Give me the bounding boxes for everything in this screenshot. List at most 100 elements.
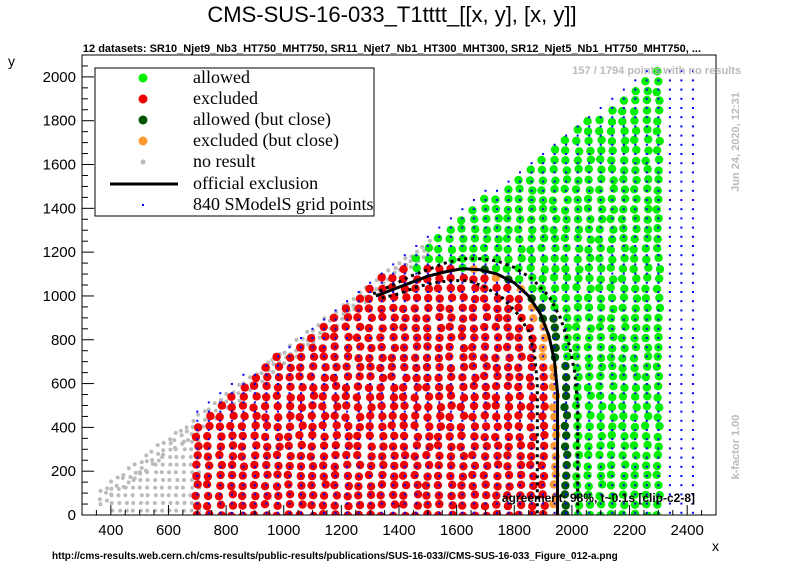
x-tick-label: 2400 — [670, 522, 703, 539]
grid-point — [519, 475, 521, 477]
grid-point — [553, 456, 556, 459]
excluded-point — [515, 433, 524, 442]
excluded-point — [424, 303, 433, 313]
excluded-point — [505, 332, 514, 341]
allowed-point — [583, 293, 593, 303]
grid-point — [449, 318, 452, 321]
grid-point — [323, 364, 326, 367]
excluded-point — [412, 373, 421, 383]
grid-point — [219, 502, 222, 505]
excluded-point — [468, 352, 477, 361]
grid-point — [507, 355, 510, 358]
excluded-point — [273, 423, 282, 432]
allowed-point — [653, 393, 662, 402]
no-result-point — [316, 323, 321, 328]
allowed-point — [630, 313, 640, 323]
grid-point — [668, 475, 671, 477]
grid-point — [542, 208, 545, 211]
grid-point — [484, 429, 487, 431]
allowed-point — [550, 185, 559, 194]
allowed-point — [491, 264, 501, 273]
excluded-point — [422, 383, 431, 392]
no-result-point — [128, 475, 133, 479]
grid-point — [519, 493, 521, 496]
legend-label-excluded: excluded — [193, 88, 258, 108]
grid-point — [380, 493, 383, 496]
grid-point — [565, 383, 568, 385]
grid-point — [542, 502, 545, 505]
grid-point — [392, 456, 395, 459]
allowed-point — [618, 107, 627, 116]
allowed-point — [560, 254, 569, 263]
excluded-point — [503, 421, 513, 431]
grid-point — [634, 383, 637, 385]
excluded-point — [491, 322, 500, 331]
excluded-point — [284, 432, 293, 442]
grid-point — [553, 171, 556, 174]
x-tick-label: 1400 — [382, 522, 415, 539]
excluded-point — [539, 393, 548, 402]
excluded-point — [458, 501, 467, 510]
allowed-point — [537, 243, 546, 252]
grid-point — [668, 511, 671, 514]
excluded-close-point — [540, 333, 549, 343]
grid-point — [542, 327, 545, 330]
grid-point — [357, 447, 360, 450]
no-result-point — [173, 470, 178, 475]
grid-point — [611, 401, 614, 404]
no-result-point — [173, 493, 178, 498]
grid-point — [472, 475, 475, 477]
excluded-point — [343, 313, 353, 322]
grid-point — [346, 410, 349, 413]
excluded-point — [504, 402, 514, 411]
allowed-point — [412, 264, 421, 273]
grid-point — [449, 226, 452, 229]
grid-point — [645, 245, 648, 247]
grid-point — [507, 281, 510, 284]
no-result-point — [180, 485, 185, 490]
grid-point — [691, 364, 694, 367]
no-result-point — [181, 439, 186, 444]
allowed-point — [619, 411, 628, 421]
grid-point — [691, 511, 694, 514]
grid-point — [553, 189, 556, 192]
grid-point — [645, 401, 648, 404]
allowed-point — [629, 354, 639, 363]
allowed-close-point — [560, 421, 569, 431]
grid-point — [588, 484, 591, 487]
grid-point — [634, 429, 637, 431]
allowed-point — [608, 492, 617, 501]
excluded-point — [493, 304, 502, 314]
grid-point — [346, 346, 349, 349]
allowed-point — [629, 413, 639, 422]
grid-point — [530, 309, 533, 312]
grid-point — [691, 180, 694, 183]
grid-point — [645, 143, 648, 146]
grid-point — [346, 511, 349, 514]
allowed-close-point — [562, 460, 571, 470]
allowed-point — [620, 254, 629, 263]
grid-point — [657, 281, 660, 284]
grid-point — [265, 419, 268, 422]
excluded-point — [228, 441, 238, 450]
grid-point — [634, 171, 637, 174]
grid-point — [507, 419, 510, 422]
grid-point — [484, 327, 487, 330]
grid-point — [668, 263, 671, 266]
excluded-point — [469, 381, 479, 390]
grid-point — [645, 511, 648, 514]
grid-point — [426, 456, 429, 459]
excluded-point — [528, 393, 538, 402]
y-tick-label: 1600 — [43, 157, 76, 174]
y-tick-label: 1400 — [43, 200, 76, 217]
grid-point — [207, 475, 210, 477]
grid-point — [403, 511, 406, 514]
excluded-point — [425, 432, 434, 441]
grid-point — [519, 291, 521, 293]
grid-point — [507, 208, 510, 211]
grid-point — [369, 484, 372, 487]
no-result-point — [155, 443, 160, 448]
no-result-point — [97, 497, 102, 502]
excluded-point — [491, 353, 500, 363]
grid-point — [253, 410, 256, 413]
